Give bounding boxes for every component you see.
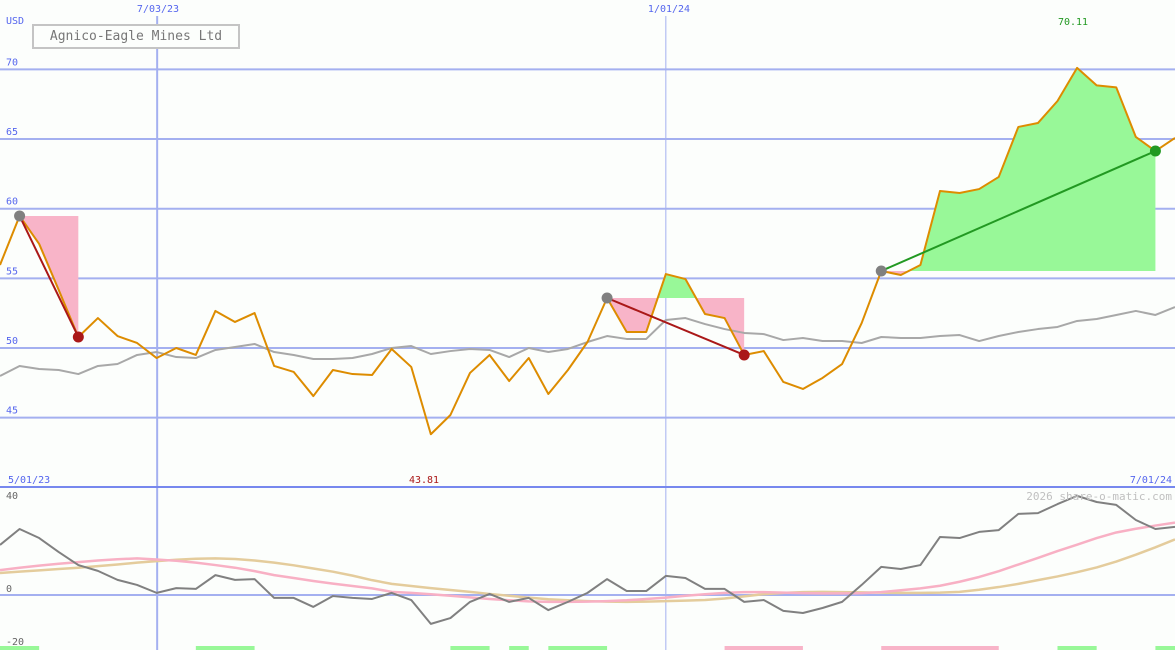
trade-line [18,215,80,338]
high-label: 70.11 [1058,17,1088,28]
trade-entry-dot [875,265,887,277]
low-label: 43.81 [409,475,439,486]
axis-labels: USD 7/03/23 1/01/24 5/01/23 7/01/24 70.1… [6,4,1172,648]
trade-line [606,297,745,356]
x-end-label: 7/01/24 [1130,475,1172,486]
y-tick-label: 0 [6,584,12,595]
signal-bar [548,646,608,650]
signal-bar [0,646,40,650]
signal-bar [450,646,490,650]
x-marker-label: 7/03/23 [137,4,179,15]
trade-exit-dot [738,349,750,361]
y-tick-label: 70 [6,57,18,68]
chart-title: Agnico-Eagle Mines Ltd [32,24,240,49]
loss-fill [19,215,79,337]
trade-exit-dot [72,331,84,343]
y-tick-label: 55 [6,266,18,277]
y-axis-unit: USD [6,16,24,27]
price-line [0,66,1175,436]
y-tick-label: 50 [6,336,18,347]
x-marker-label: 1/01/24 [648,4,690,15]
grid [0,16,1175,650]
trade-exit-dot [1149,145,1161,157]
fast-average-line [0,521,1175,604]
trade-entry-dot [14,210,26,222]
y-tick-label: -20 [6,637,24,648]
y-tick-label: 65 [6,127,18,138]
y-tick-label: 40 [6,491,18,502]
gain-fill [607,274,745,298]
x-start-label: 5/01/23 [8,475,50,486]
watermark: 2026 share-o-matic.com [1026,490,1172,503]
signal-bar [195,646,255,650]
signal-bar [724,646,803,650]
trade-line [880,150,1156,272]
trade-markers [0,145,1175,650]
y-tick-label: 45 [6,406,18,417]
signal-bar [881,646,999,650]
signal-bar [1155,646,1175,650]
y-tick-label: 60 [6,197,18,208]
trade-fills [19,67,1156,355]
signal-bar [1057,646,1097,650]
oscillator-line [0,494,1175,625]
gain-fill [881,67,1156,271]
trade-entry-dot [601,292,613,304]
series-lines [0,66,1175,625]
signal-bar [509,646,529,650]
